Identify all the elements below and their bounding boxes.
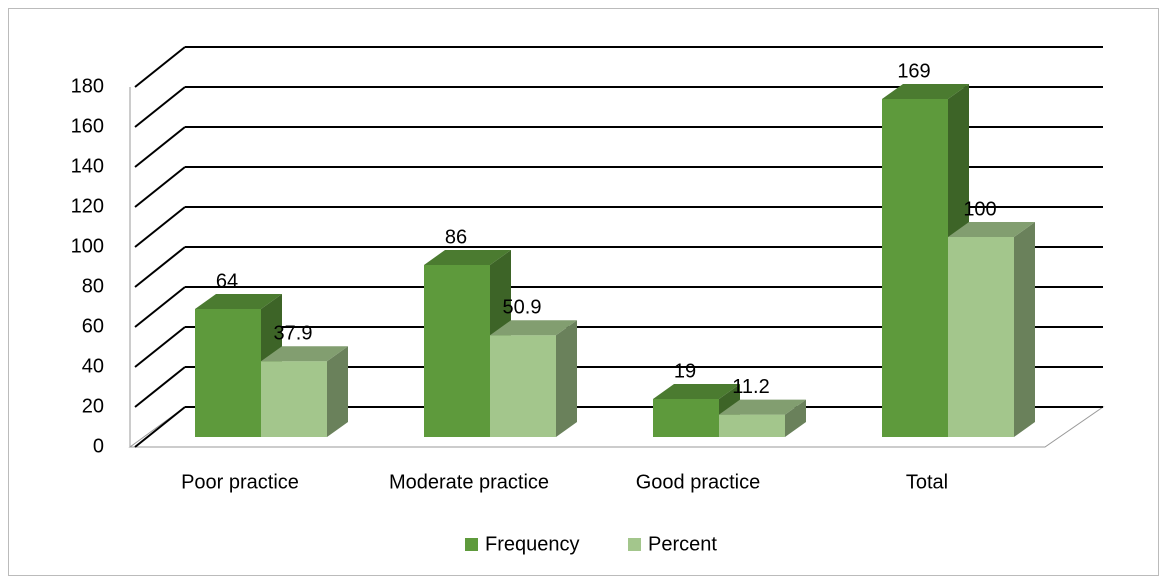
grid-line-side — [134, 46, 186, 88]
legend-swatch — [628, 538, 641, 551]
data-label: 100 — [963, 198, 996, 220]
grid-line-side — [134, 166, 186, 208]
bar — [882, 99, 948, 437]
bar-top — [719, 399, 806, 415]
grid-line-side — [134, 86, 186, 128]
bar-top — [195, 294, 282, 309]
bar-side — [1014, 222, 1035, 437]
grid-line-side — [134, 246, 186, 288]
bar-top — [882, 84, 969, 99]
grid-line-side — [134, 366, 186, 408]
data-label: 169 — [897, 60, 930, 82]
grid-line-side — [134, 206, 186, 248]
y-tick-label: 20 — [82, 395, 104, 417]
y-tick-label: 0 — [93, 435, 104, 457]
x-tick-label: Poor practice — [181, 471, 299, 493]
bar — [195, 309, 261, 437]
legend-label: Percent — [648, 533, 717, 555]
x-tick-label: Moderate practice — [389, 471, 549, 493]
y-tick-label: 80 — [82, 275, 104, 297]
data-label: 37.9 — [274, 322, 313, 344]
grid-line-side — [134, 326, 186, 368]
bar-top — [948, 222, 1035, 237]
bar — [261, 361, 327, 437]
bar — [719, 414, 785, 437]
data-label: 64 — [216, 270, 238, 292]
x-tick-label: Good practice — [636, 471, 761, 493]
legend-swatch — [465, 538, 478, 551]
legend-label: Frequency — [485, 533, 580, 555]
bar-top — [490, 320, 577, 336]
y-tick-label: 60 — [82, 315, 104, 337]
bar-top — [261, 346, 348, 362]
y-tick-label: 140 — [71, 155, 104, 177]
grid-line-side — [134, 126, 186, 168]
bar — [424, 265, 490, 437]
x-tick-label: Total — [906, 471, 948, 493]
bar — [653, 399, 719, 437]
y-tick-label: 160 — [71, 115, 104, 137]
y-tick-label: 180 — [71, 75, 104, 97]
bar-side — [327, 346, 348, 437]
y-tick-label: 40 — [82, 355, 104, 377]
bar-side — [785, 399, 806, 437]
y-tick-label: 100 — [71, 235, 104, 257]
bar-top — [653, 384, 740, 399]
bar — [490, 335, 556, 437]
bar-top — [424, 250, 511, 265]
data-label: 86 — [445, 226, 467, 248]
bar — [948, 237, 1014, 437]
grid-line-side — [134, 286, 186, 328]
data-label: 11.2 — [732, 376, 769, 398]
data-label: 50.9 — [503, 296, 542, 318]
y-tick-label: 120 — [71, 195, 104, 217]
bar-side — [556, 320, 577, 437]
grid-line-side — [134, 406, 186, 448]
data-label: 19 — [674, 360, 696, 382]
